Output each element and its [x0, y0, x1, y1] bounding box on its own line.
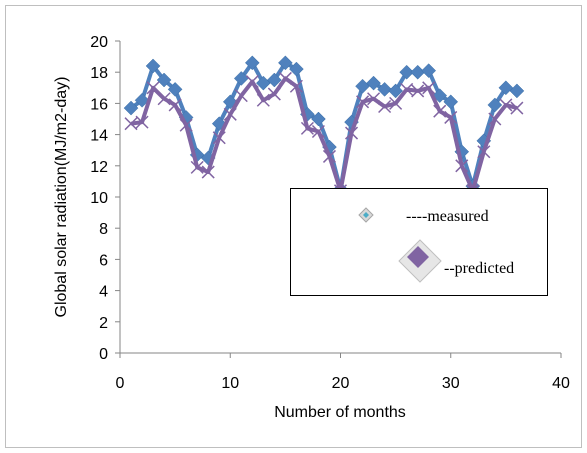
y-ticks: 0 2 4 6 8 10 12 14 16 18 20: [90, 34, 120, 363]
x-axis-title: Number of months: [274, 404, 406, 421]
x-tick-label: 0: [116, 375, 125, 392]
data-point: [498, 80, 514, 96]
data-point: [477, 145, 491, 159]
y-tick-label: 14: [90, 128, 108, 145]
data-point: [421, 63, 437, 78]
data-point: [455, 159, 469, 173]
legend: ----measured --predicted: [290, 188, 548, 296]
data-point: [300, 121, 314, 135]
data-point: [366, 75, 381, 91]
series-line: [129, 60, 518, 192]
y-tick-label: 8: [99, 221, 108, 238]
data-point: [488, 112, 502, 126]
data-point: [123, 100, 139, 116]
x-tick-label: 30: [442, 375, 460, 392]
data-point: [244, 55, 260, 71]
y-tick-label: 0: [99, 346, 108, 363]
data-point: [311, 111, 326, 127]
data-point: [234, 89, 248, 103]
data-point: [399, 64, 415, 80]
data-point: [245, 75, 259, 89]
data-point: [223, 107, 237, 121]
data-point: [400, 82, 414, 96]
data-point: [422, 81, 436, 95]
data-point: [367, 92, 381, 106]
data-point: [135, 115, 149, 129]
y-tick-label: 20: [90, 34, 108, 51]
data-point: [201, 165, 215, 179]
data-point: [344, 126, 359, 140]
data-point: [311, 124, 325, 139]
data-point: [124, 117, 138, 131]
data-point: [278, 71, 292, 85]
x-tick-label: 40: [552, 375, 570, 392]
legend-label-measured: ----measured: [406, 208, 489, 225]
x-tick-label: 10: [221, 375, 239, 392]
legend-label-predicted: --predicted: [444, 260, 514, 277]
x-ticks: 0 10 20 30 40: [116, 353, 570, 392]
data-point: [289, 61, 304, 77]
data-point: [433, 104, 447, 118]
data-point: [377, 82, 392, 97]
data-point: [389, 96, 403, 110]
data-point: [444, 110, 458, 124]
data-point: [289, 79, 303, 93]
data-point: [212, 131, 226, 145]
x-tick-label: 20: [332, 375, 350, 392]
legend-symbol-predicted: [398, 239, 442, 283]
y-axis-title: Global solar radiation(MJ/m2-day): [53, 77, 70, 318]
data-point: [278, 55, 293, 71]
data-point: [134, 92, 150, 108]
data-point: [499, 98, 513, 112]
y-tick-label: 4: [99, 284, 108, 301]
y-tick-label: 12: [90, 159, 108, 176]
y-tick-label: 18: [90, 65, 108, 82]
data-point: [510, 101, 524, 115]
data-point: [322, 149, 337, 163]
data-point: [487, 97, 503, 113]
data-point: [267, 87, 281, 101]
legend-symbol-measured: [358, 207, 374, 223]
data-point: [509, 83, 525, 99]
data-point: [146, 81, 160, 95]
data-point: [266, 72, 282, 88]
y-tick-label: 16: [90, 96, 108, 113]
data-point: [256, 93, 270, 107]
data-point: [179, 118, 193, 132]
data-point: [168, 98, 182, 112]
y-tick-label: 2: [99, 315, 108, 332]
data-point: [157, 92, 171, 106]
data-point: [145, 58, 161, 74]
data-point: [388, 83, 403, 99]
data-point: [156, 72, 172, 88]
series-line: [130, 76, 518, 193]
data-point: [190, 160, 204, 174]
y-tick-label: 6: [99, 252, 108, 269]
data-point: [167, 82, 183, 97]
data-point: [411, 84, 425, 98]
y-tick-label: 10: [90, 190, 108, 207]
data-point: [356, 95, 370, 109]
data-point: [378, 99, 392, 114]
data-point: [443, 94, 459, 110]
